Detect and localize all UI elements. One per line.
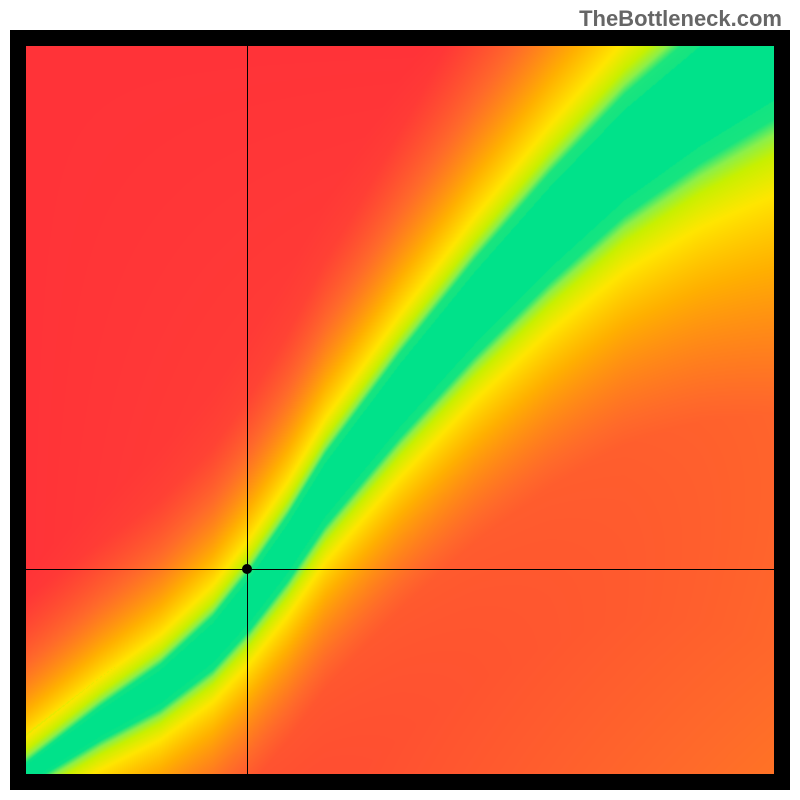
crosshair-vertical [247,46,248,774]
data-point-marker [242,564,252,574]
plot-area [26,46,774,774]
crosshair-horizontal [26,569,774,570]
chart-container: TheBottleneck.com [0,0,800,800]
heatmap-canvas [26,46,774,774]
watermark-text: TheBottleneck.com [579,6,782,32]
chart-frame [10,30,790,790]
